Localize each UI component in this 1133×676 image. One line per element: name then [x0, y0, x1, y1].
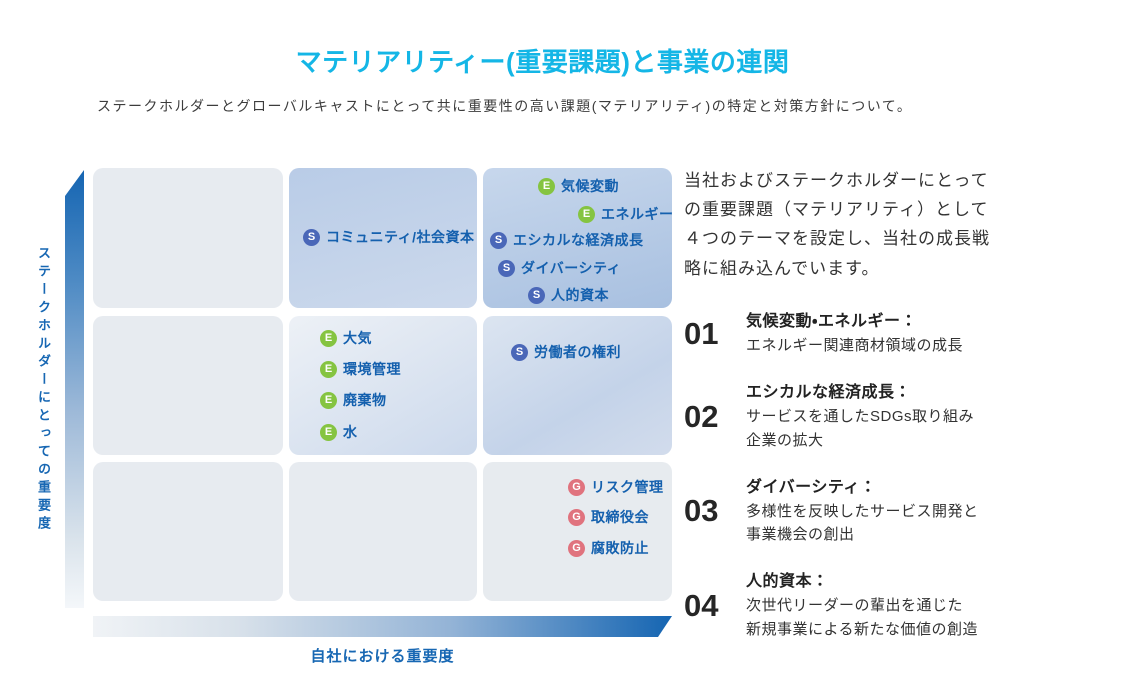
matrix-item-label: 人的資本	[551, 287, 609, 303]
matrix-cell-mid-x-low-y	[289, 462, 477, 601]
matrix-item-label: エネルギー	[601, 206, 674, 222]
esg-badge-s-icon: S	[511, 343, 528, 361]
matrix-item-label: 水	[343, 424, 358, 440]
esg-badge-s-icon: S	[490, 231, 507, 249]
matrix-item-label: 腐敗防止	[591, 540, 649, 556]
matrix-item-label: 環境管理	[343, 361, 401, 377]
matrix-item-ethical-economic-growth: S エシカルな経済成長	[490, 231, 644, 249]
matrix-item-label: 労働者の権利	[534, 344, 621, 360]
esg-badge-e-icon: E	[320, 360, 337, 378]
theme-description: 多様性を反映したサービス開発と 事業機会の創出	[746, 502, 979, 543]
materiality-theme-01: 01 気候変動・エネルギー： エネルギー関連商材領域の成長	[684, 310, 1029, 357]
esg-badge-g-icon: G	[568, 539, 585, 557]
esg-badge-s-icon: S	[498, 259, 515, 277]
page-subtitle: ステークホルダーとグローバルキャストにとって共に重要性の高い課題(マテリアリティ…	[97, 98, 913, 114]
materiality-theme-02: 02 エシカルな経済成長： サービスを通したSDGs取り組み 企業の拡大	[684, 381, 1029, 452]
panel-intro-text: 当社およびステークホルダーにとって の重要課題（マテリアリティ）として ４つのテ…	[684, 171, 990, 278]
esg-badge-e-icon: E	[320, 391, 337, 409]
page-title: マテリアリティー(重要課題)と事業の連関	[295, 47, 790, 77]
matrix-item-diversity: S ダイバーシティ	[498, 259, 621, 277]
matrix-item-environmental-management: E 環境管理	[320, 360, 401, 378]
matrix-item-energy: E エネルギー	[578, 205, 674, 223]
matrix-cell-low-x-mid-y	[93, 316, 283, 455]
matrix-item-risk-management: G リスク管理	[568, 478, 664, 496]
theme-description: エネルギー関連商材領域の成長	[746, 337, 964, 354]
matrix-cell-low-x-high-y	[93, 168, 283, 308]
matrix-cell-high-x-mid-y: S 労働者の権利	[483, 316, 672, 455]
theme-number: 03	[684, 493, 719, 528]
theme-number: 01	[684, 315, 719, 351]
theme-description: 次世代リーダーの輩出を通じた 新規事業による新たな価値の創造	[746, 597, 979, 638]
esg-badge-s-icon: S	[528, 286, 545, 304]
matrix-item-climate-change: E 気候変動	[538, 177, 619, 195]
esg-badge-e-icon: E	[578, 205, 595, 223]
matrix-item-label: エシカルな経済成長	[513, 232, 644, 248]
esg-badge-e-icon: E	[320, 329, 337, 347]
y-axis-arrow-icon	[65, 170, 84, 608]
materiality-theme-list: 01 気候変動・エネルギー： エネルギー関連商材領域の成長 02 エシカルな経済…	[684, 310, 1029, 641]
matrix-cell-low-x-low-y	[93, 462, 283, 601]
esg-badge-g-icon: G	[568, 508, 585, 526]
matrix-item-board-of-directors: G 取締役会	[568, 508, 649, 526]
materiality-theme-04: 04 人的資本： 次世代リーダーの輩出を通じた 新規事業による新たな価値の創造	[684, 570, 1029, 641]
x-axis-arrow-icon	[93, 616, 672, 637]
matrix-item-human-capital: S 人的資本	[528, 286, 609, 304]
matrix-cell-high-x-low-y: G リスク管理 G 取締役会 G 腐敗防止	[483, 462, 672, 601]
theme-title: エシカルな経済成長：	[746, 384, 912, 402]
y-axis-label: ステークホルダーにとっての重要度	[36, 246, 51, 534]
theme-title: ダイバーシティ：	[746, 478, 877, 496]
matrix-item-workers-rights: S 労働者の権利	[511, 343, 621, 361]
matrix-item-waste: E 廃棄物	[320, 391, 387, 409]
matrix-item-label: 気候変動	[561, 178, 619, 194]
matrix-item-label: リスク管理	[591, 479, 664, 495]
matrix-item-community-social-capital: S コミュニティ/社会資本	[303, 228, 475, 246]
esg-badge-e-icon: E	[320, 423, 337, 441]
esg-badge-e-icon: E	[538, 177, 555, 195]
matrix-item-label: 取締役会	[591, 509, 649, 525]
matrix-item-label: 廃棄物	[343, 392, 387, 408]
matrix-cell-mid-x-mid-y: E 大気 E 環境管理 E 廃棄物 E 水	[289, 316, 477, 455]
matrix-cell-mid-x-high-y: S コミュニティ/社会資本	[289, 168, 477, 308]
theme-number: 02	[684, 398, 719, 434]
theme-number: 04	[684, 587, 719, 623]
matrix-item-label: コミュニティ/社会資本	[326, 229, 475, 245]
esg-badge-s-icon: S	[303, 228, 320, 246]
matrix-item-label: ダイバーシティ	[521, 260, 622, 276]
matrix-item-air: E 大気	[320, 329, 372, 347]
matrix-item-anti-corruption: G 腐敗防止	[568, 539, 649, 557]
matrix-item-water: E 水	[320, 423, 358, 441]
materiality-theme-03: 03 ダイバーシティ： 多様性を反映したサービス開発と 事業機会の創出	[684, 476, 1029, 547]
theme-description: サービスを通したSDGs取り組み 企業の拡大	[746, 408, 975, 449]
x-axis-label: 自社における重要度	[310, 648, 455, 665]
matrix-item-label: 大気	[343, 330, 372, 346]
esg-badge-g-icon: G	[568, 478, 585, 496]
theme-title: 気候変動・エネルギー：	[746, 313, 917, 330]
matrix-cell-high-x-high-y: E 気候変動 E エネルギー S エシカルな経済成長 S ダイバーシティ S 人…	[483, 168, 674, 308]
theme-title: 人的資本：	[746, 573, 829, 591]
